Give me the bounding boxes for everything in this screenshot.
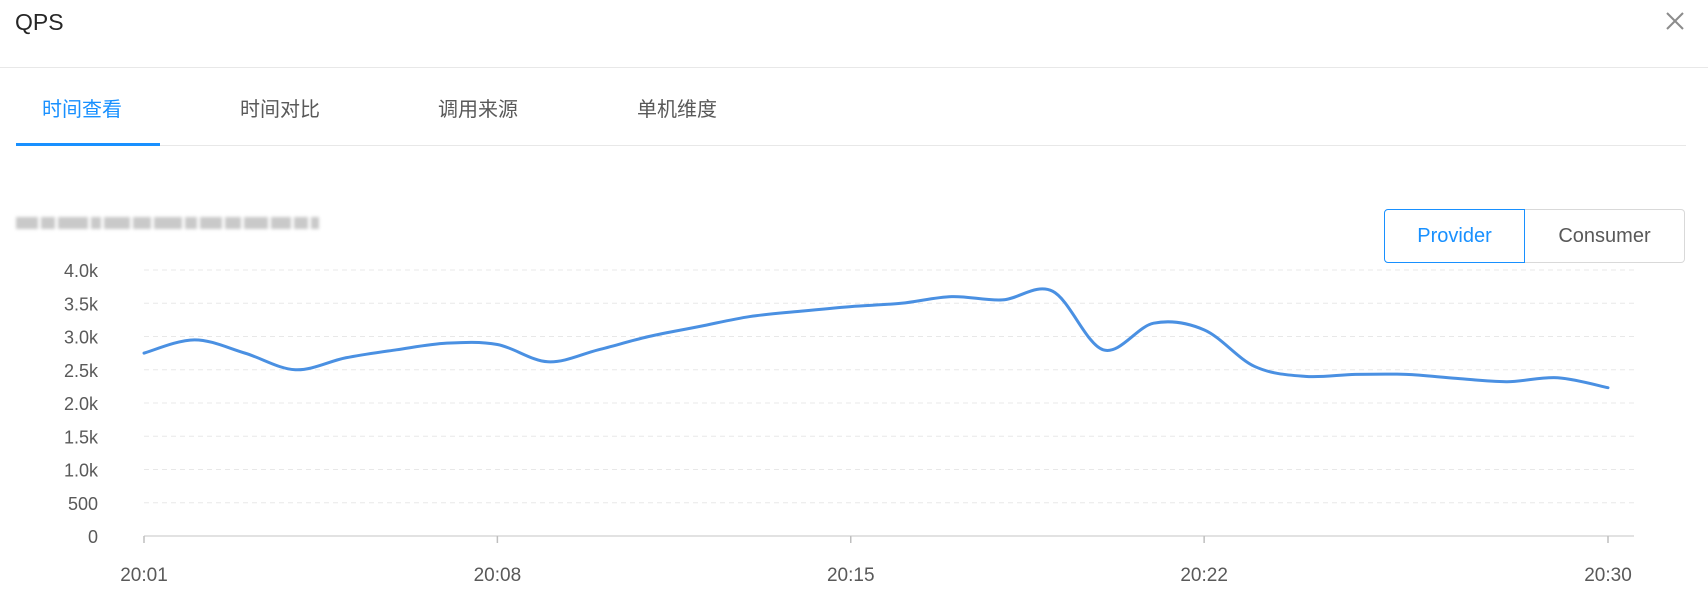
provider-consumer-toggle: Provider Consumer <box>1384 209 1685 263</box>
chart-series <box>142 287 1610 390</box>
y-tick-label: 1.5k <box>64 427 99 447</box>
x-tick-label: 20:30 <box>1584 565 1632 586</box>
y-tick-label: 2.5k <box>64 361 99 381</box>
tab-single-host[interactable]: 单机维度 <box>637 99 717 121</box>
tab-call-source[interactable]: 调用来源 <box>438 99 518 121</box>
series-line-qps <box>142 287 1610 390</box>
y-tick-label: 4.0k <box>64 261 99 281</box>
close-icon[interactable] <box>1664 10 1686 32</box>
y-tick-label: 500 <box>68 494 98 514</box>
tab-bar: 时间查看 时间对比 调用来源 单机维度 <box>16 68 1686 146</box>
y-tick-label: 3.5k <box>64 294 99 314</box>
y-tick-label: 0 <box>88 527 98 547</box>
y-tick-label: 1.0k <box>64 461 99 481</box>
x-tick-label: 20:22 <box>1180 565 1228 586</box>
dialog-title: QPS <box>15 9 64 35</box>
y-tick-label: 3.0k <box>64 328 99 348</box>
y-tick-label: 2.0k <box>64 394 99 414</box>
tab-time-compare[interactable]: 时间对比 <box>240 99 320 121</box>
x-tick-label: 20:15 <box>827 565 875 586</box>
x-tick-label: 20:08 <box>474 565 522 586</box>
x-tick-label: 20:01 <box>120 565 168 586</box>
provider-button[interactable]: Provider <box>1384 209 1525 263</box>
active-tab-indicator <box>16 143 160 146</box>
y-axis-ticks: 0 500 1.0k 1.5k 2.0k 2.5k 3.0k 3.5k 4.0k <box>64 261 99 547</box>
consumer-button[interactable]: Consumer <box>1525 209 1685 263</box>
tab-time-view[interactable]: 时间查看 <box>42 99 122 121</box>
x-axis: 20:01 20:08 20:15 20:22 20:30 <box>120 535 1634 586</box>
dialog-header: QPS <box>0 0 1708 68</box>
blurred-service-name <box>16 213 334 233</box>
